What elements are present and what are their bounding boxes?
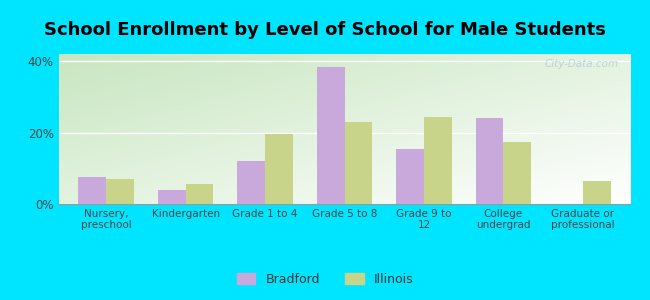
Bar [583, 181, 610, 204]
Bar [265, 134, 293, 204]
Bar [503, 142, 531, 204]
Bar [158, 190, 186, 204]
Bar [237, 161, 265, 204]
Text: City-Data.com: City-Data.com [545, 58, 619, 68]
Bar [317, 67, 345, 204]
Text: School Enrollment by Level of School for Male Students: School Enrollment by Level of School for… [44, 21, 606, 39]
Bar [106, 179, 134, 204]
Legend: Bradford, Illinois: Bradford, Illinois [231, 268, 419, 291]
Bar [79, 177, 106, 204]
Bar [476, 118, 503, 204]
Bar [424, 116, 452, 204]
Bar [344, 122, 372, 204]
Bar [186, 184, 213, 204]
Bar [396, 148, 424, 204]
